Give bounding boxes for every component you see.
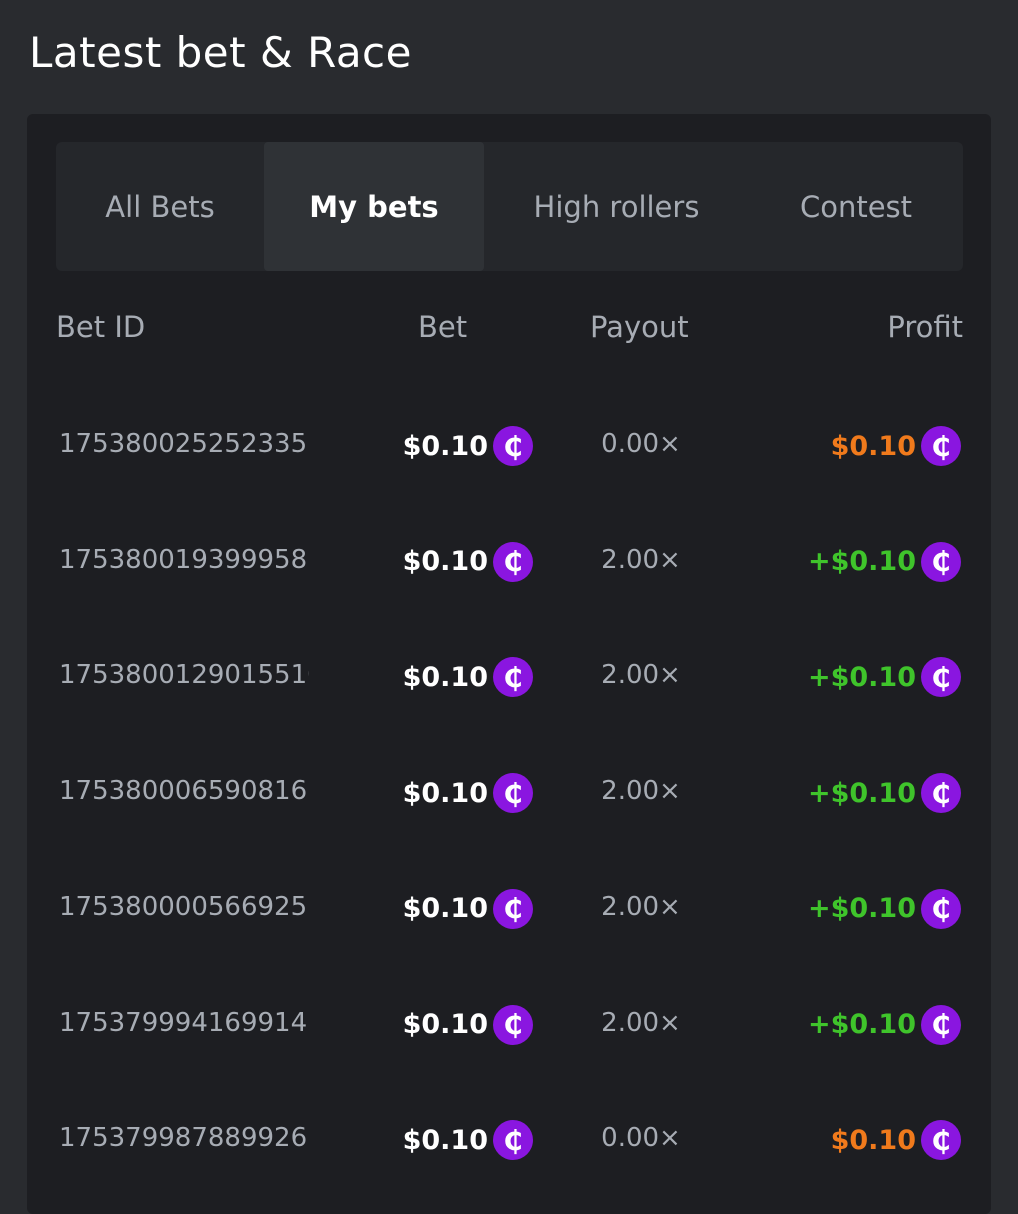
profit-amount: +$0.10 ₵	[808, 884, 961, 934]
coin-icon: ₵	[493, 773, 533, 814]
coin-icon: ₵	[493, 1120, 533, 1161]
payout-multiplier: 0.00×	[601, 429, 681, 459]
profit-value: +$0.10	[807, 1009, 916, 1040]
table-row[interactable]: 175379987889926 $0.10 ₵ 0.00× $0.10 ₵	[56, 1115, 963, 1165]
bet-value: $0.10	[402, 430, 488, 462]
profit-amount: +$0.10 ₵	[808, 537, 961, 587]
table-row[interactable]: 175380025252335 $0.10 ₵ 0.00× $0.10 ₵	[56, 421, 963, 471]
profit-value: +$0.10	[807, 893, 916, 925]
coin-icon: ₵	[921, 1120, 961, 1161]
coin-icon: ₵	[493, 888, 533, 929]
payout-multiplier: 2.00×	[601, 544, 681, 575]
bet-amount: $0.10 ₵	[403, 768, 533, 818]
bets-tabs: All Bets My bets High rollers Contest	[56, 142, 963, 271]
profit-amount: +$0.10 ₵	[808, 1000, 961, 1050]
coin-icon: ₵	[921, 426, 961, 466]
bet-value: $0.10	[402, 661, 488, 693]
table-row[interactable]: 175380006590816 $0.10 ₵ 2.00× +$0.10 ₵	[56, 768, 963, 818]
tab-all-bets[interactable]: All Bets	[105, 189, 215, 224]
bet-amount: $0.10 ₵	[403, 1115, 533, 1165]
table-row[interactable]: 175380000566925 $0.10 ₵ 2.00× +$0.10 ₵	[56, 884, 963, 934]
tab-my-bets[interactable]: My bets	[264, 142, 484, 271]
table-row[interactable]: 1753799941699147 $0.10 ₵ 2.00× +$0.10 ₵	[56, 1000, 963, 1050]
column-bet-id: Bet ID	[56, 310, 146, 344]
profit-value: $0.10	[830, 430, 916, 462]
page-title: Latest bet & Race	[29, 28, 412, 77]
coin-icon: ₵	[921, 541, 961, 582]
bet-amount: $0.10 ₵	[403, 652, 533, 702]
table-header: Bet ID Bet Payout Profit	[56, 310, 963, 350]
bet-id: 175380000566925	[59, 891, 308, 922]
profit-value: +$0.10	[807, 661, 916, 693]
tab-high-rollers[interactable]: High rollers	[533, 189, 700, 224]
payout-multiplier: 0.00×	[601, 1123, 681, 1154]
bet-id: 1753799941699147	[59, 1007, 309, 1038]
coin-icon: ₵	[493, 657, 533, 698]
bet-id: 175379987889926	[59, 1123, 308, 1154]
profit-amount: +$0.10 ₵	[808, 652, 961, 702]
bet-id: 175380019399958	[59, 544, 308, 575]
payout-multiplier: 2.00×	[601, 1007, 681, 1038]
bet-value: $0.10	[402, 1124, 488, 1156]
payout-multiplier: 2.00×	[601, 891, 681, 922]
coin-icon: ₵	[493, 426, 533, 466]
table-row[interactable]: 175380019399958 $0.10 ₵ 2.00× +$0.10 ₵	[56, 537, 963, 587]
coin-icon: ₵	[493, 541, 533, 582]
coin-icon: ₵	[493, 1004, 533, 1045]
table-row[interactable]: 1753800129015510 $0.10 ₵ 2.00× +$0.10 ₵	[56, 652, 963, 702]
profit-value: +$0.10	[807, 546, 916, 578]
profit-amount: +$0.10 ₵	[808, 768, 961, 818]
bet-id: 175380006590816	[59, 776, 308, 807]
tab-contest[interactable]: Contest	[799, 189, 913, 224]
profit-amount: $0.10 ₵	[831, 1115, 961, 1165]
column-payout: Payout	[590, 310, 689, 344]
coin-icon: ₵	[921, 773, 961, 814]
bet-amount: $0.10 ₵	[403, 537, 533, 587]
column-profit: Profit	[887, 310, 963, 344]
bet-value: $0.10	[402, 777, 488, 809]
column-bet: Bet	[418, 310, 468, 344]
payout-multiplier: 2.00×	[601, 776, 681, 807]
coin-icon: ₵	[921, 888, 961, 929]
bet-value: $0.10	[402, 546, 488, 578]
bet-id: 175380025252335	[59, 429, 308, 459]
profit-value: +$0.10	[807, 777, 916, 809]
payout-multiplier: 2.00×	[601, 660, 681, 691]
coin-icon: ₵	[921, 1004, 961, 1045]
bet-value: $0.10	[402, 1009, 488, 1040]
bet-amount: $0.10 ₵	[403, 1000, 533, 1050]
bets-card: All Bets My bets High rollers Contest Be…	[27, 114, 991, 1214]
bet-id: 1753800129015510	[59, 660, 309, 691]
bet-value: $0.10	[402, 893, 488, 925]
profit-amount: $0.10 ₵	[831, 421, 961, 471]
profit-value: $0.10	[830, 1124, 916, 1156]
bet-amount: $0.10 ₵	[403, 884, 533, 934]
bet-amount: $0.10 ₵	[403, 421, 533, 471]
coin-icon: ₵	[921, 657, 961, 698]
